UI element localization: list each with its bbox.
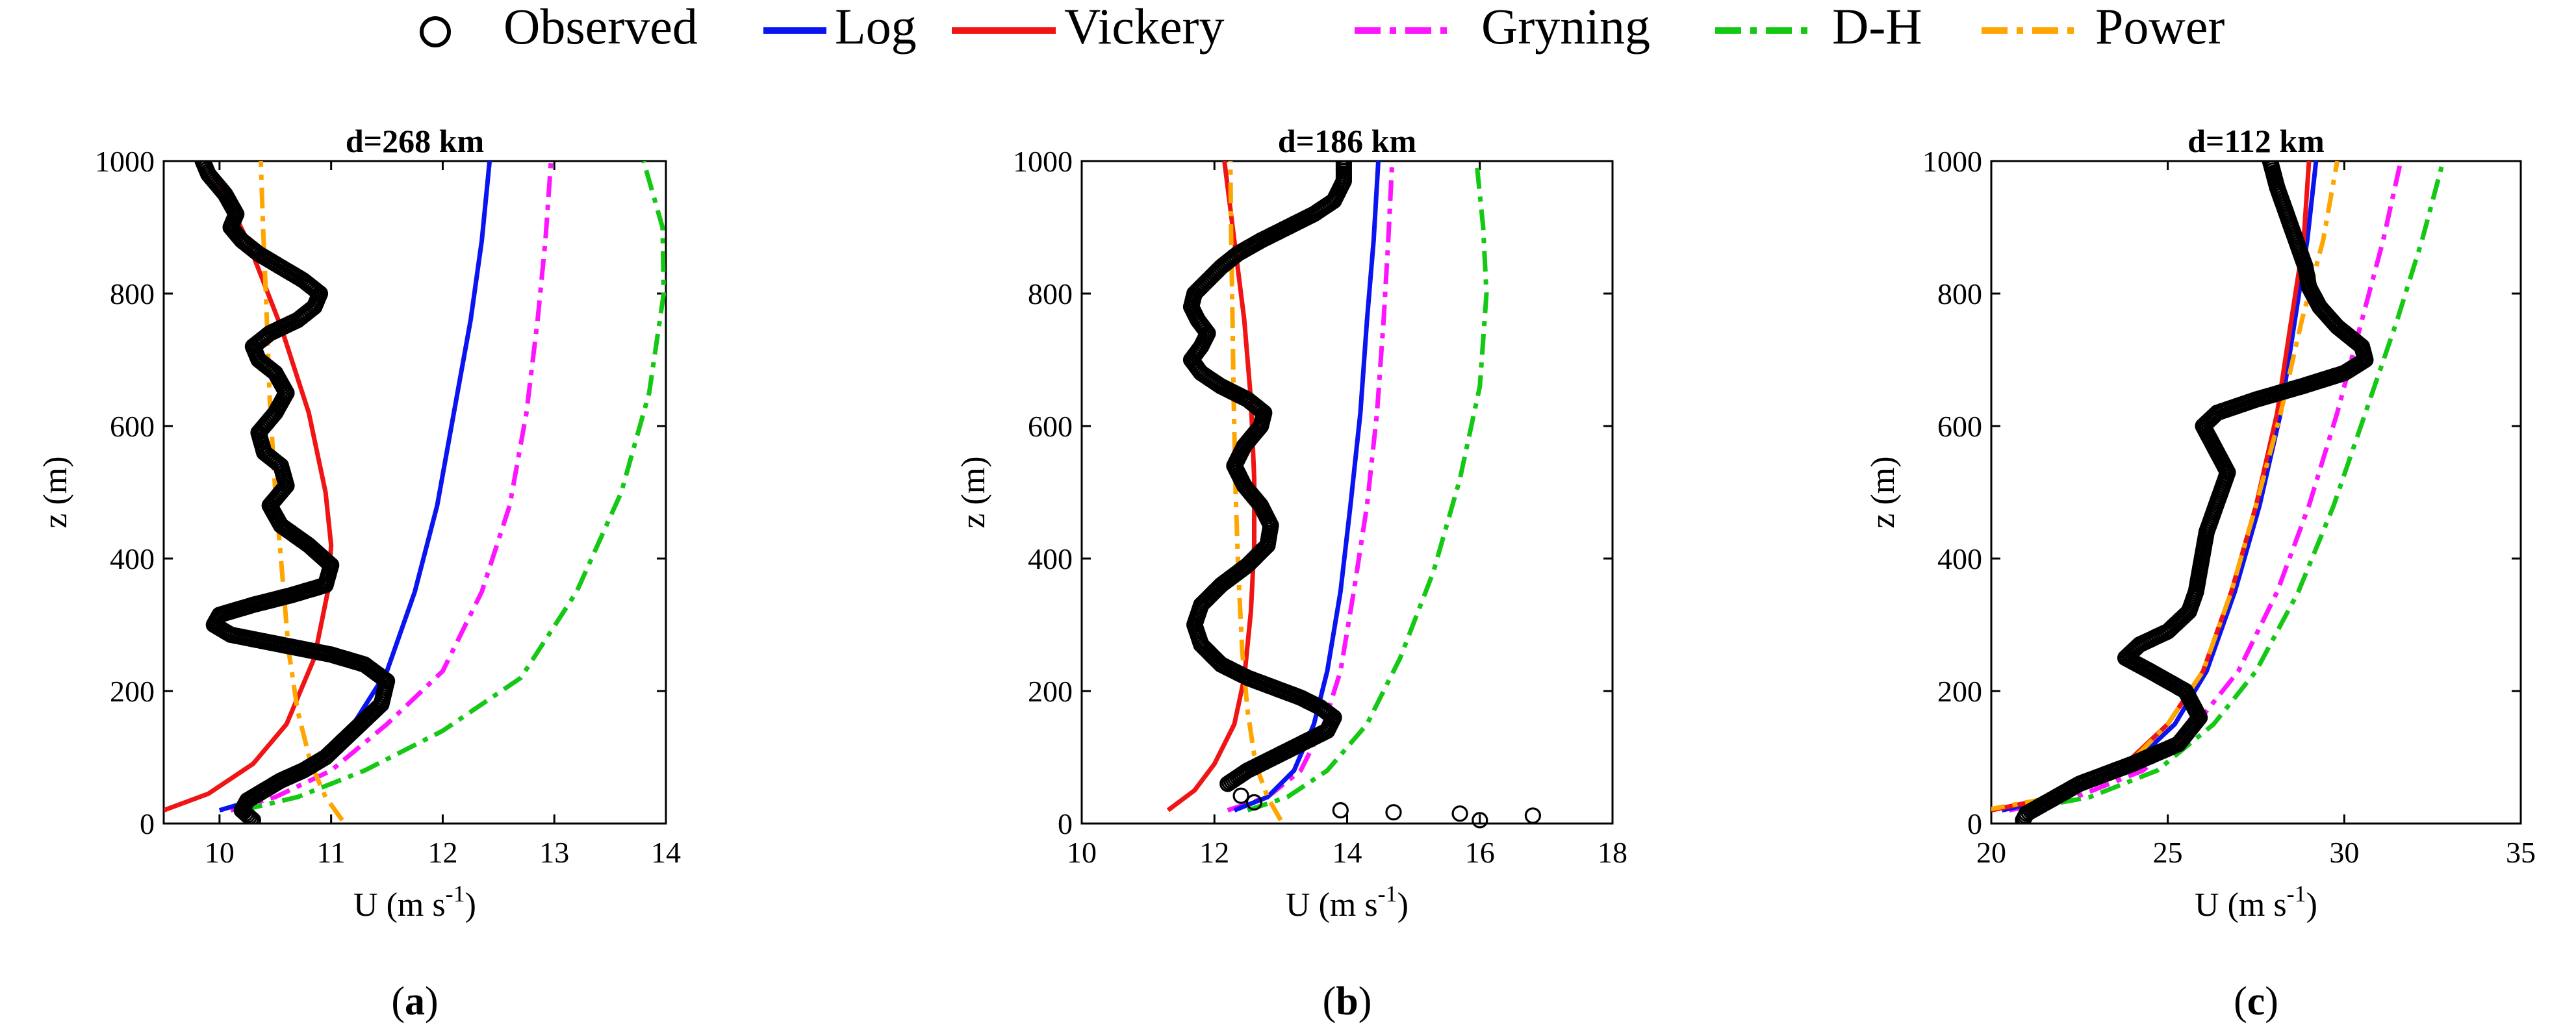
series-line-dh [2019,161,2445,813]
legend-observed-label: Observed [504,0,698,55]
axes-frame [1990,160,2522,825]
legend-observed: Observed [420,0,698,55]
y-axis-label: z (m) [955,456,992,528]
x-tick-label: 14 [1333,836,1362,869]
series-line-dh [1247,161,1489,812]
y-tick-label: 600 [1937,410,1982,443]
x-tick-label: 25 [2153,836,2183,869]
legend-gryning-label: Gryning [1481,0,1650,55]
series-line-gryning [2008,161,2403,813]
y-tick-label: 200 [1028,675,1073,708]
y-tick-label: 400 [1028,542,1073,575]
series-line-gryning [1227,161,1395,812]
observed-point [194,161,211,170]
x-tick-label: 18 [1598,836,1627,869]
legend-dh: D-H [1715,0,1922,55]
y-tick-label: 200 [1937,675,1982,708]
legend-gryning: Gryning [1355,0,1650,55]
observed-outlier-point [1245,794,1263,811]
x-tick-label: 16 [1465,836,1495,869]
series-line-power [1991,161,2340,812]
y-axis-label: z (m) [37,456,74,528]
panel-title: d=186 km [1278,123,1416,159]
x-axis-label: U (m s-1) [1286,881,1409,924]
y-tick-label: 600 [110,410,155,443]
legend-power-label: Power [2095,0,2225,55]
legend-log-label: Log [835,0,917,55]
x-axis-label: U (m s-1) [353,881,476,924]
panel-title: d=112 km [2187,123,2325,159]
y-tick-label: 400 [110,542,155,575]
legend-dh-label: D-H [1832,0,1922,55]
y-tick-label: 800 [1937,277,1982,310]
observed-outlier-point [1385,804,1402,821]
series-line-power [258,161,344,822]
y-tick-label: 600 [1028,410,1073,443]
observed-outlier-point [1524,807,1541,824]
y-tick-label: 0 [1967,807,1982,840]
series-line-gryning [230,161,554,812]
x-tick-label: 11 [317,836,346,869]
x-tick-label: 20 [1976,836,2006,869]
observed-outlier-point [1472,812,1488,829]
observed-outlier-point [1232,787,1249,804]
y-tick-label: 1000 [1013,145,1073,178]
plot-area [164,161,666,824]
y-tick-label: 0 [1058,807,1073,840]
plot-area [1991,161,2445,824]
observed-outlier-point [1332,801,1349,819]
x-tick-label: 12 [1199,836,1229,869]
legend: Observed Log Vickery Gryning D-H Power [420,0,2225,55]
observed-point [2262,161,2278,170]
legend-vickery-label: Vickery [1064,0,1225,55]
chart-panel-c: d=112 km 0 200 400 600 800 1000 20 25 30 35 U (m s-… [1865,123,2536,1024]
y-tick-label: 800 [1028,277,1073,310]
observed-point [1335,161,1352,170]
x-tick-label: 35 [2506,836,2536,869]
legend-observed-marker [420,16,451,47]
x-tick-label: 13 [539,836,569,869]
x-tick-label: 12 [427,836,457,869]
chart-panel-a: d=268 km 0 200 400 600 800 1000 10 11 12 13 14 U (m … [37,123,681,1024]
y-tick-label: 1000 [95,145,155,178]
x-tick-label: 10 [1067,836,1097,869]
legend-power: Power [1982,0,2225,55]
x-tick-label: 30 [2329,836,2359,869]
y-axis-label: z (m) [1865,456,1902,528]
series-line-log [2001,161,2319,813]
series-line-vickery [164,161,334,812]
y-tick-label: 400 [1937,542,1982,575]
panel-title: d=268 km [346,123,484,159]
panel-letter: (b) [1323,979,1372,1024]
y-tick-label: 1000 [1922,145,1982,178]
y-tick-label: 200 [110,675,155,708]
axes-frame [162,160,667,825]
legend-log: Log [763,0,917,55]
observed-outlier-point [1451,805,1468,822]
x-axis-label: U (m s-1) [2195,881,2317,924]
panel-letter: (a) [391,979,438,1024]
y-tick-label: 800 [110,277,155,310]
series-line-log [1233,161,1381,812]
series-line-dh [241,161,666,813]
legend-vickery: Vickery [952,0,1225,55]
plot-area [1166,161,1489,822]
axes-frame [1080,160,1614,825]
series-line-vickery [1166,161,1256,812]
y-tick-label: 0 [140,807,155,840]
x-tick-label: 10 [205,836,235,869]
panel-letter: (c) [2234,979,2278,1024]
x-tick-label: 14 [651,836,681,869]
chart-panel-b: d=186 km 0 200 400 600 800 1000 10 12 14 16 18 U (m … [955,123,1627,1024]
